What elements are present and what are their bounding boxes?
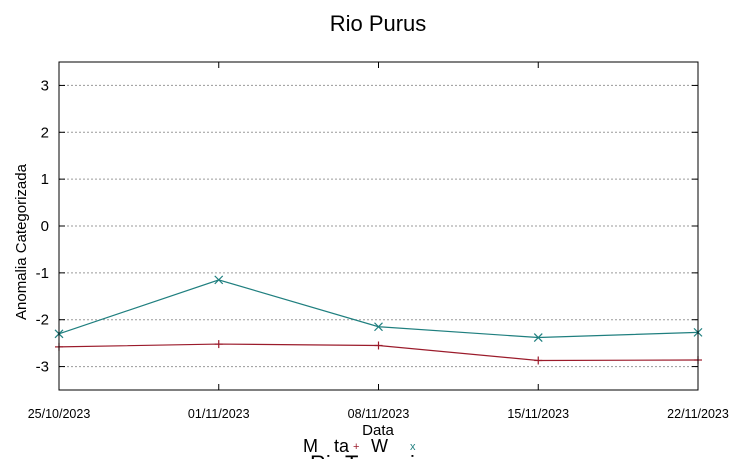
y-tick-label: -1 [36, 265, 49, 282]
grid-lines [58, 62, 699, 390]
x-tick-label: 01/11/2023 [188, 407, 250, 421]
data-point [214, 340, 223, 349]
legend-fragment-1: M [303, 436, 318, 456]
y-tick-label: 0 [41, 218, 49, 235]
y-tick-label: 3 [41, 77, 49, 94]
point-marker-stroke [374, 322, 383, 332]
y-tick-label: -2 [36, 312, 49, 329]
chart-title: Rio Purus [330, 11, 427, 36]
data-point [533, 333, 543, 342]
legend-marker-teal: x [410, 441, 416, 453]
x-tick-label: 22/11/2023 [667, 407, 729, 421]
subtitle-fragment-3: i [410, 451, 415, 459]
x-axis-label: Data [362, 422, 394, 439]
legend-fragment-2: ta [334, 436, 350, 456]
plot-frame [58, 61, 699, 391]
legend-fragment-3: W [371, 436, 388, 456]
point-marker-stroke [533, 333, 543, 342]
data-point [214, 275, 224, 285]
series-line-1 [58, 279, 699, 339]
clipped-legend: M ta W + x Ri T i [303, 436, 416, 459]
x-tick-label: 15/11/2023 [507, 407, 569, 421]
point-marker-stroke [214, 275, 224, 285]
x-tick-label: 25/10/2023 [28, 407, 91, 421]
y-tick-label: 2 [41, 124, 49, 141]
x-tick-label: 08/11/2023 [348, 407, 410, 421]
y-tick-label: -3 [36, 359, 49, 376]
y-tick-labels: 3 2 1 0 -1 -2 -3 [36, 77, 49, 375]
data-point [374, 341, 383, 350]
subtitle-fragment-2: T [345, 451, 358, 459]
y-axis-label: Anomalia Categorizada [13, 163, 30, 320]
y-tick-label: 1 [41, 171, 49, 188]
data-point [374, 322, 383, 332]
data-point [534, 356, 543, 365]
subtitle-fragment-1: Ri [310, 451, 331, 459]
x-tick-labels: 25/10/2023 01/11/2023 08/11/2023 15/11/2023… [28, 407, 729, 421]
legend-marker-red: + [353, 441, 359, 453]
